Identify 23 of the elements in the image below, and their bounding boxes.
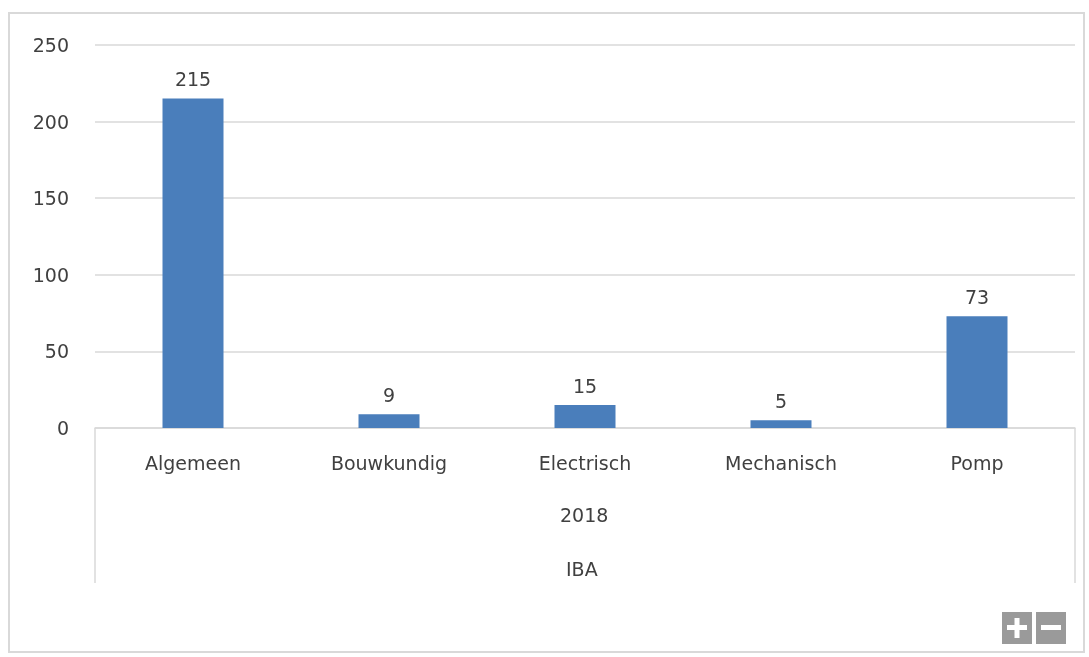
x-axis-title: 2018 (560, 503, 609, 526)
bar (946, 316, 1008, 428)
x-tick-label: Algemeen (145, 451, 241, 474)
text: IBA (566, 557, 598, 580)
x-tick-label: Pomp (950, 451, 1004, 474)
data-label: 73 (964, 285, 990, 308)
y-tick-label: 0 (56, 417, 69, 439)
y-tick-label: 50 (44, 340, 69, 363)
x-tick-label: Bouwkundig (330, 451, 448, 474)
bar (162, 98, 224, 428)
data-label: 15 (572, 374, 598, 397)
data-label: 215 (174, 68, 212, 91)
data-label: 9 (382, 383, 396, 406)
y-tick-label: 200 (32, 110, 69, 133)
y-tick-label: 100 (32, 263, 69, 286)
bar (554, 405, 616, 428)
bar (358, 414, 420, 428)
y-tick-label: 150 (32, 187, 69, 210)
x-tick-label: Electrisch (538, 451, 632, 474)
bar (750, 420, 812, 428)
data-label: 5 (774, 389, 788, 412)
y-tick-label: 250 (32, 34, 69, 56)
x-tick-label: Mechanisch (725, 451, 837, 474)
